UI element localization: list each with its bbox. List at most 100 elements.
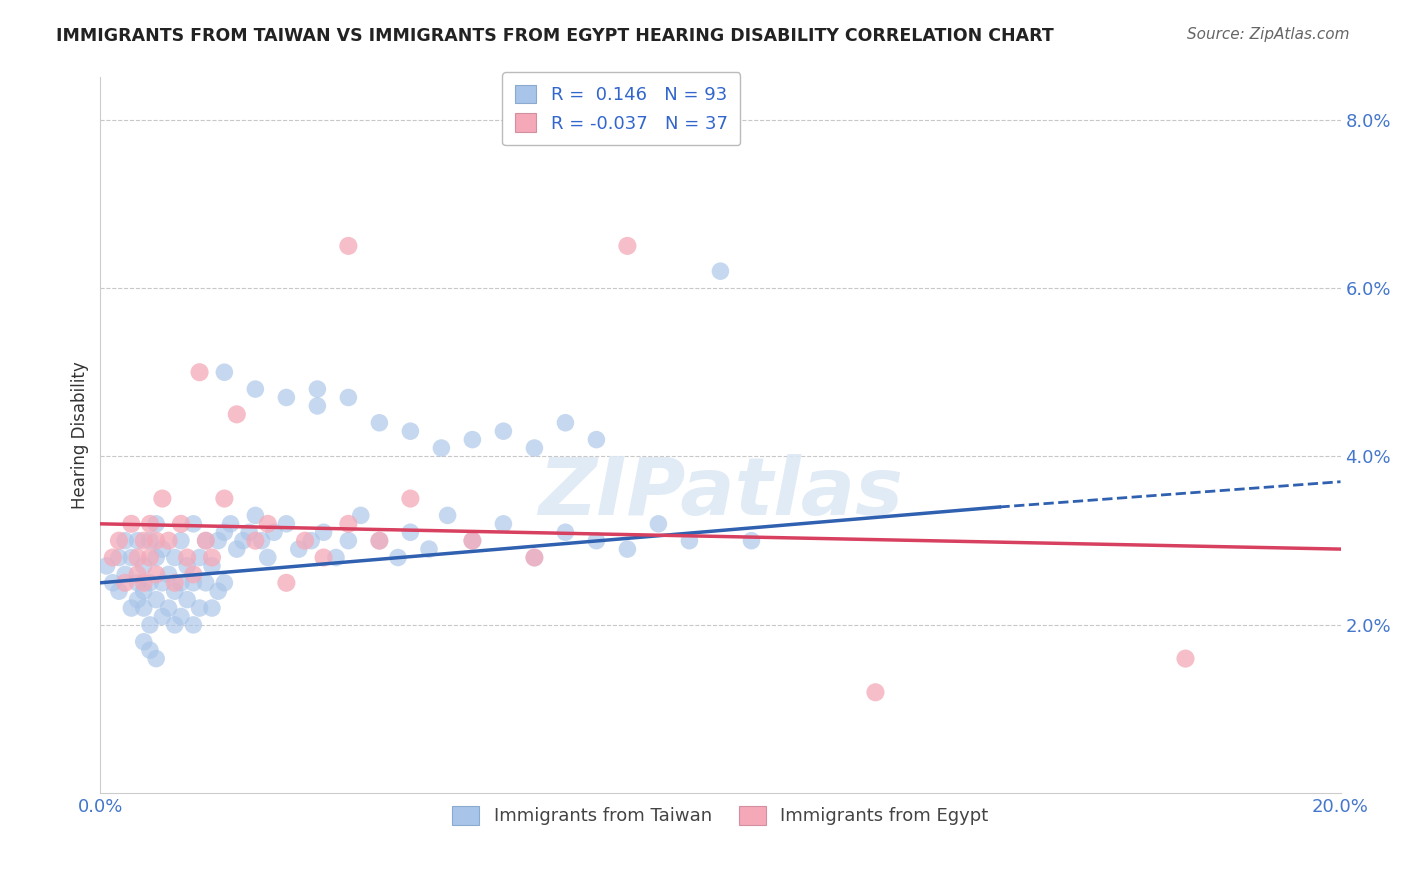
Point (183, 575, 205, 590)
Point (188, 365, 211, 379)
Point (337, 533, 360, 548)
Point (250, 533, 273, 548)
Point (399, 525, 422, 540)
Point (108, 584, 131, 599)
Point (127, 567, 149, 582)
Point (337, 391, 360, 405)
Point (263, 525, 285, 540)
Point (183, 567, 205, 582)
Point (232, 533, 254, 548)
Point (127, 533, 149, 548)
Point (585, 433, 607, 447)
Point (101, 575, 124, 590)
Point (492, 516, 515, 531)
Point (461, 433, 484, 447)
Point (418, 542, 440, 557)
Point (163, 584, 186, 599)
Point (554, 525, 576, 540)
Point (108, 550, 131, 565)
Point (170, 533, 193, 548)
Point (312, 525, 335, 540)
Text: ZIPatlas: ZIPatlas (538, 454, 903, 532)
Point (461, 533, 484, 548)
Point (256, 516, 278, 531)
Point (616, 239, 638, 253)
Point (201, 550, 224, 565)
Point (157, 567, 180, 582)
Point (114, 575, 136, 590)
Point (194, 533, 217, 548)
Point (436, 508, 458, 523)
Point (176, 558, 198, 573)
Point (307, 399, 329, 413)
Point (276, 516, 298, 531)
Point (368, 416, 391, 430)
Point (245, 382, 267, 396)
Point (163, 618, 186, 632)
Legend: Immigrants from Taiwan, Immigrants from Egypt: Immigrants from Taiwan, Immigrants from … (443, 797, 998, 834)
Point (201, 601, 224, 615)
Text: IMMIGRANTS FROM TAIWAN VS IMMIGRANTS FROM EGYPT HEARING DISABILITY CORRELATION C: IMMIGRANTS FROM TAIWAN VS IMMIGRANTS FRO… (56, 27, 1054, 45)
Point (145, 567, 167, 582)
Y-axis label: Hearing Disability: Hearing Disability (72, 361, 89, 509)
Point (740, 533, 762, 548)
Point (225, 542, 247, 557)
Point (194, 575, 217, 590)
Point (368, 533, 391, 548)
Point (387, 550, 409, 565)
Point (132, 558, 155, 573)
Point (96, 558, 118, 573)
Point (139, 516, 162, 531)
Point (325, 550, 347, 565)
Point (120, 550, 142, 565)
Point (523, 550, 546, 565)
Point (337, 239, 360, 253)
Point (114, 533, 136, 548)
Point (145, 550, 167, 565)
Point (170, 609, 193, 624)
Point (225, 408, 247, 422)
Point (150, 542, 173, 557)
Point (127, 592, 149, 607)
Text: Source: ZipAtlas.com: Source: ZipAtlas.com (1187, 27, 1350, 42)
Point (139, 643, 162, 657)
Point (523, 550, 546, 565)
Point (150, 609, 173, 624)
Point (245, 508, 267, 523)
Point (399, 424, 422, 438)
Point (170, 516, 193, 531)
Point (188, 550, 211, 565)
Point (430, 441, 453, 455)
Point (132, 634, 155, 648)
Point (865, 685, 887, 699)
Point (647, 516, 669, 531)
Point (145, 651, 167, 665)
Point (163, 550, 186, 565)
Point (157, 533, 180, 548)
Point (127, 575, 149, 590)
Point (276, 391, 298, 405)
Point (523, 441, 546, 455)
Point (461, 533, 484, 548)
Point (120, 516, 142, 531)
Point (1174, 651, 1197, 665)
Point (183, 618, 205, 632)
Point (194, 533, 217, 548)
Point (219, 516, 242, 531)
Point (312, 550, 335, 565)
Point (176, 550, 198, 565)
Point (176, 592, 198, 607)
Point (139, 533, 162, 548)
Point (163, 575, 186, 590)
Point (214, 575, 236, 590)
Point (299, 533, 322, 548)
Point (145, 592, 167, 607)
Point (101, 550, 124, 565)
Point (399, 491, 422, 506)
Point (150, 491, 173, 506)
Point (616, 542, 638, 557)
Point (201, 558, 224, 573)
Point (139, 575, 162, 590)
Point (337, 516, 360, 531)
Point (108, 533, 131, 548)
